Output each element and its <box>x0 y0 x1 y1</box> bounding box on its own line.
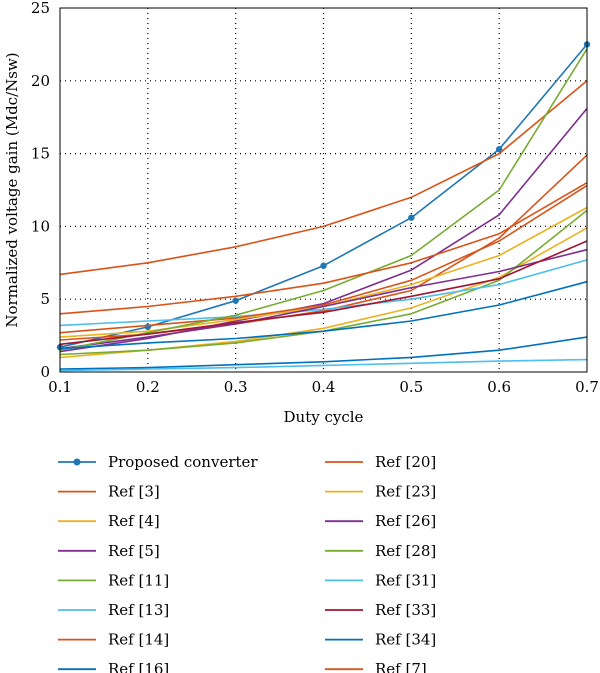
data-point <box>232 297 239 304</box>
series-line <box>59 280 588 350</box>
legend-label: Ref [13] <box>108 601 169 619</box>
legend-label: Ref [26] <box>375 512 436 530</box>
legend-label: Ref [14] <box>108 631 169 649</box>
x-axis-label: Duty cycle <box>284 408 364 426</box>
legend-label: Ref [16] <box>108 660 169 673</box>
series-line <box>59 107 588 353</box>
y-tick-label: 10 <box>31 217 50 235</box>
legend-marker <box>73 458 81 466</box>
data-point <box>408 214 415 221</box>
grid <box>60 8 587 372</box>
y-tick-label: 5 <box>40 290 50 308</box>
y-tick-label: 25 <box>31 0 50 17</box>
series-line <box>59 48 588 351</box>
data-point <box>320 262 327 269</box>
x-tick-label: 0.4 <box>312 378 336 396</box>
x-tick-label: 0.3 <box>224 378 248 396</box>
legend-label: Ref [7] <box>375 660 427 673</box>
x-tick-label: 0.2 <box>136 378 160 396</box>
y-tick-label: 15 <box>31 145 50 163</box>
legend-label: Ref [33] <box>375 601 436 619</box>
x-tick-label: 0.1 <box>48 378 72 396</box>
plot-area <box>56 41 591 372</box>
y-tick-label: 0 <box>40 363 50 381</box>
legend: Proposed converter Ref [3] Ref [4] Ref [5] R… <box>58 453 436 673</box>
y-tick-label: 20 <box>31 72 50 90</box>
series-line <box>59 248 588 350</box>
legend-label: Ref [11] <box>108 571 169 589</box>
legend-label: Ref [5] <box>108 542 160 560</box>
legend-label: Ref [20] <box>375 453 436 471</box>
series-line <box>59 336 588 370</box>
x-tick-label: 0.7 <box>575 378 599 396</box>
legend-label: Ref [34] <box>375 631 436 649</box>
y-axis-label: Normalized voltage gain (Mdc/Nsw) <box>3 52 21 327</box>
series-line <box>59 259 588 327</box>
legend-label: Ref [3] <box>108 483 160 501</box>
series-line <box>59 80 588 276</box>
series-line <box>59 240 588 346</box>
x-tick-label: 0.6 <box>487 378 511 396</box>
series-line <box>59 358 588 372</box>
axis-ticks: 0.1 0.2 0.3 0.4 0.5 0.6 0.7 0 5 10 15 20 25 <box>31 0 599 396</box>
x-tick-label: 0.5 <box>399 378 423 396</box>
plot-frame <box>59 7 588 373</box>
legend-label: Ref [31] <box>375 571 436 589</box>
legend-label: Ref [23] <box>375 483 436 501</box>
series-line <box>59 182 588 315</box>
legend-label: Ref [28] <box>375 542 436 560</box>
series-line <box>59 43 588 348</box>
legend-label: Proposed converter <box>108 453 258 471</box>
series-line <box>59 184 588 334</box>
legend-label: Ref [4] <box>108 512 160 530</box>
data-point <box>495 146 503 153</box>
